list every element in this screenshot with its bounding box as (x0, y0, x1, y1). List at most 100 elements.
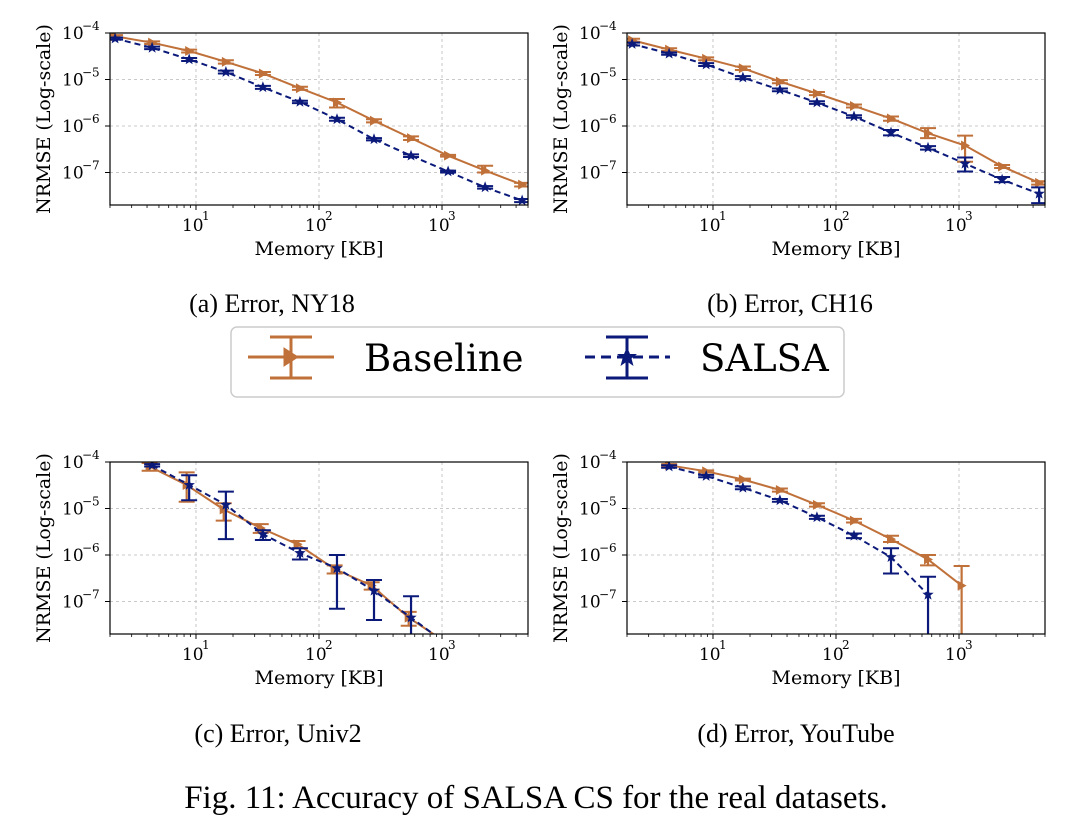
data-point-salsa (885, 126, 897, 138)
x-tick-label: 10 (182, 216, 204, 236)
data-point-salsa (479, 181, 491, 193)
x-tick-exponent: 1 (202, 638, 210, 652)
y-tick-exponent: −5 (82, 494, 100, 508)
data-point-baseline (370, 115, 380, 126)
x-tick-exponent: 2 (842, 209, 850, 223)
legend-entry-salsa: SALSA (585, 335, 830, 380)
y-tick-label: 10 (62, 499, 84, 519)
data-point-salsa (885, 551, 897, 562)
y-tick-exponent: −6 (82, 112, 100, 126)
data-point-baseline (1035, 177, 1045, 188)
x-tick-label: 10 (699, 216, 721, 236)
y-axis-label: NRMSE (Log-scale) (33, 24, 55, 214)
x-tick-exponent: 3 (448, 209, 456, 223)
data-point-baseline (849, 515, 859, 526)
legend-label-salsa: SALSA (700, 337, 830, 380)
data-point-salsa (331, 562, 343, 574)
x-tick-exponent: 2 (325, 638, 333, 652)
data-point-baseline (481, 165, 491, 176)
y-tick-exponent: −7 (599, 158, 617, 172)
x-tick-label: 10 (699, 645, 721, 665)
data-point-salsa (405, 611, 417, 623)
y-tick-label: 10 (62, 453, 84, 473)
data-point-baseline (258, 68, 268, 79)
x-tick-label: 10 (305, 645, 327, 665)
axes-frame (626, 461, 1046, 635)
data-point-baseline (887, 534, 897, 545)
data-point-salsa (700, 470, 712, 481)
y-tick-label: 10 (579, 24, 601, 44)
data-point-baseline (812, 88, 822, 99)
x-tick-label: 10 (945, 216, 967, 236)
y-tick-label: 10 (62, 546, 84, 566)
legend-entry-baseline: Baseline (248, 335, 524, 380)
x-tick-label: 10 (428, 216, 450, 236)
x-tick-exponent: 3 (448, 638, 456, 652)
x-axis-label: Memory [KB] (772, 238, 901, 260)
panel-caption: (a) Error, NY18 (189, 289, 355, 318)
data-point-baseline (957, 580, 967, 591)
data-point-salsa (331, 113, 343, 125)
data-point-baseline (961, 140, 971, 151)
x-tick-label: 10 (945, 645, 967, 665)
data-point-salsa (700, 58, 712, 70)
data-point-salsa (405, 149, 417, 161)
y-tick-exponent: −5 (599, 65, 617, 79)
axes-frame (626, 32, 1046, 206)
y-axis-label: NRMSE (Log-scale) (33, 453, 55, 643)
data-point-baseline (221, 56, 231, 67)
data-point-salsa (257, 528, 269, 540)
y-tick-label: 10 (579, 592, 601, 612)
legend-marker-baseline-triangle-icon (283, 347, 299, 367)
y-tick-exponent: −6 (599, 112, 617, 126)
legend-label-baseline: Baseline (364, 337, 524, 380)
y-tick-exponent: −4 (599, 448, 617, 462)
y-tick-label: 10 (579, 117, 601, 137)
data-point-salsa (811, 96, 823, 108)
x-tick-label: 10 (822, 645, 844, 665)
data-point-baseline (148, 37, 158, 48)
y-tick-label: 10 (579, 499, 601, 519)
y-tick-label: 10 (579, 163, 601, 183)
x-tick-exponent: 1 (202, 209, 210, 223)
data-point-salsa (1033, 187, 1045, 199)
y-axis-label: NRMSE (Log-scale) (550, 453, 572, 643)
data-point-salsa (774, 83, 786, 95)
data-point-salsa (257, 81, 269, 93)
y-tick-exponent: −6 (599, 541, 617, 555)
panel-caption: (d) Error, YouTube (697, 719, 894, 748)
y-tick-label: 10 (62, 24, 84, 44)
y-tick-label: 10 (62, 163, 84, 183)
data-point-salsa (146, 41, 158, 53)
data-point-salsa (110, 33, 121, 44)
data-point-baseline (775, 76, 785, 87)
data-point-baseline (924, 128, 934, 139)
data-point-baseline (887, 113, 897, 124)
data-point-salsa (663, 462, 675, 472)
data-point-baseline (293, 539, 303, 550)
data-point-salsa (368, 584, 380, 596)
data-point-baseline (775, 484, 785, 495)
y-tick-label: 10 (62, 592, 84, 612)
data-point-baseline (849, 100, 859, 111)
data-point-salsa (183, 479, 195, 490)
series-layer (110, 33, 528, 205)
data-point-baseline (738, 474, 748, 485)
data-point-baseline (998, 161, 1008, 172)
data-point-baseline (518, 179, 528, 190)
data-point-salsa (848, 110, 860, 122)
data-point-salsa (663, 47, 675, 59)
data-point-salsa (516, 194, 528, 205)
x-tick-exponent: 1 (719, 638, 727, 652)
y-tick-exponent: −7 (599, 587, 617, 601)
data-point-salsa (737, 481, 749, 493)
y-tick-label: 10 (62, 117, 84, 137)
data-point-baseline (332, 97, 342, 108)
